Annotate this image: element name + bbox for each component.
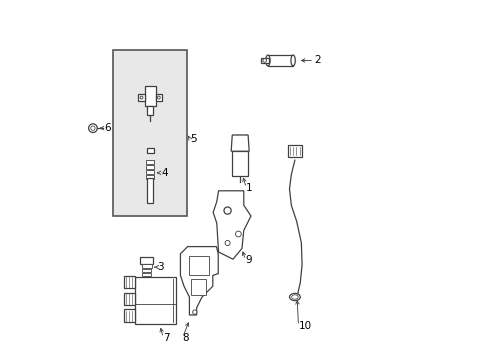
Circle shape	[91, 126, 95, 130]
Bar	[138, 94, 144, 101]
Bar	[144, 86, 155, 106]
Text: 2: 2	[313, 55, 320, 66]
Bar	[135, 277, 176, 324]
Bar	[145, 160, 154, 164]
Bar	[141, 264, 151, 268]
Ellipse shape	[265, 55, 269, 66]
Bar	[155, 94, 162, 101]
Bar	[124, 292, 135, 305]
Bar	[260, 58, 268, 63]
Bar	[124, 276, 135, 288]
Text: 10: 10	[298, 321, 311, 331]
Bar	[145, 165, 154, 169]
Circle shape	[235, 231, 241, 237]
Bar	[142, 269, 151, 272]
Ellipse shape	[290, 55, 295, 66]
Bar	[124, 309, 135, 322]
Ellipse shape	[291, 295, 298, 299]
Text: 7: 7	[163, 333, 169, 343]
Bar	[142, 273, 151, 276]
Ellipse shape	[289, 293, 300, 301]
Bar	[232, 151, 247, 176]
Polygon shape	[180, 247, 218, 315]
Text: 5: 5	[189, 134, 196, 144]
Bar	[142, 282, 150, 285]
Bar	[145, 175, 154, 179]
Bar	[287, 145, 302, 157]
Bar	[267, 55, 292, 66]
Bar	[147, 178, 153, 203]
Circle shape	[224, 207, 231, 214]
Bar	[113, 50, 186, 216]
Bar	[142, 277, 150, 281]
Circle shape	[88, 124, 97, 132]
Bar	[146, 148, 153, 153]
Text: 6: 6	[104, 123, 110, 133]
Text: 9: 9	[245, 255, 252, 265]
Polygon shape	[213, 191, 250, 259]
Text: 1: 1	[246, 183, 252, 193]
Bar	[140, 257, 153, 264]
Text: 3: 3	[157, 262, 163, 272]
Circle shape	[224, 240, 230, 246]
Bar	[191, 279, 205, 295]
Text: 4: 4	[161, 168, 167, 178]
Circle shape	[140, 96, 142, 99]
Bar	[189, 256, 209, 275]
Circle shape	[263, 59, 266, 62]
Bar	[147, 106, 153, 115]
Text: 8: 8	[182, 333, 189, 343]
Bar	[146, 87, 153, 94]
Bar	[145, 170, 154, 174]
Circle shape	[157, 96, 160, 99]
Circle shape	[192, 310, 197, 314]
Polygon shape	[231, 135, 249, 151]
